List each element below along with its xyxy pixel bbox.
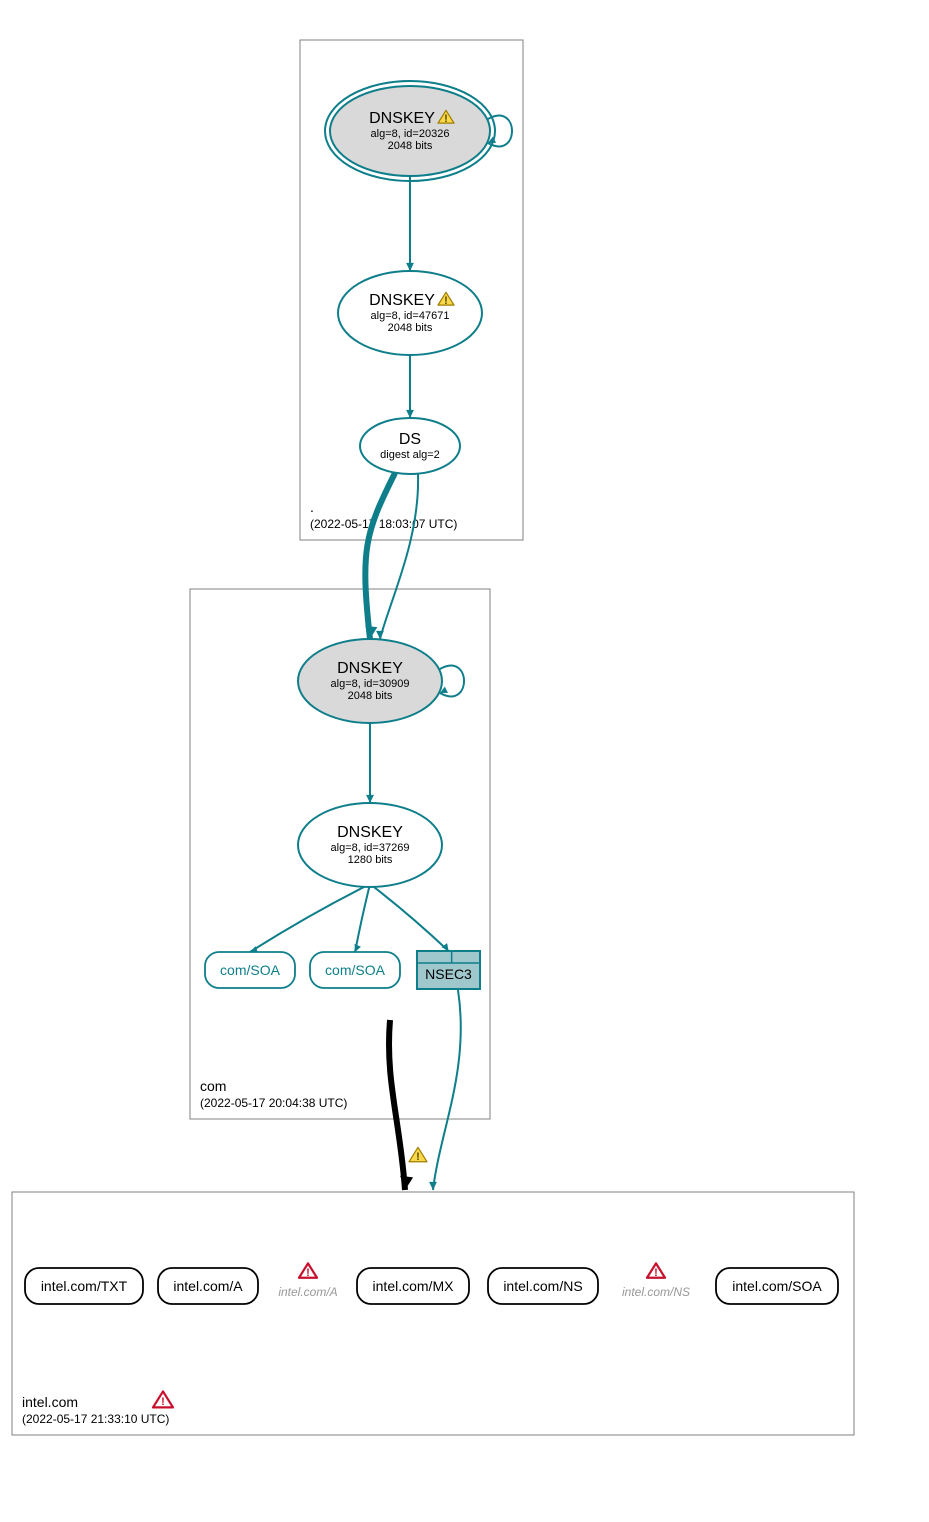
node-com_zsk-l2: alg=8, id=37269: [331, 842, 410, 854]
node-root_zsk-l2: alg=8, id=47671: [371, 310, 450, 322]
edge-comzsk-child: [370, 884, 449, 951]
nsec3-label: NSEC3: [425, 966, 472, 982]
svg-text:!: !: [444, 113, 448, 125]
zone-ts-com: (2022-05-17 20:04:38 UTC): [200, 1096, 347, 1110]
edge-com-to-intel-teal: [433, 990, 461, 1190]
rr-intel_soa-label: intel.com/SOA: [732, 1278, 822, 1294]
svg-text:!: !: [654, 1267, 658, 1279]
rr-com_soa1-label: com/SOA: [220, 962, 281, 978]
svg-text:!: !: [444, 295, 448, 307]
rr-intel_a-label: intel.com/A: [173, 1278, 243, 1294]
zone-ts-intel: (2022-05-17 21:33:10 UTC): [22, 1412, 169, 1426]
rr-intel_txt-label: intel.com/TXT: [41, 1278, 128, 1294]
node-com_ksk-l3: 2048 bits: [348, 690, 393, 702]
node-root_ksk-l2: alg=8, id=20326: [371, 128, 450, 140]
node-com_zsk-l3: 1280 bits: [348, 854, 393, 866]
node-root_zsk-title: DNSKEY: [369, 292, 435, 309]
zone-label-com: com: [200, 1078, 226, 1094]
node-com_ksk-title: DNSKEY: [337, 660, 403, 677]
rr-com_soa2-label: com/SOA: [325, 962, 386, 978]
node-root_ds-l2: digest alg=2: [380, 449, 440, 461]
node-com_zsk-title: DNSKEY: [337, 824, 403, 841]
zone-label-intel: intel.com: [22, 1394, 78, 1410]
node-root_ksk-l3: 2048 bits: [388, 140, 433, 152]
svg-text:!: !: [416, 1151, 420, 1163]
zone-ts-root: (2022-05-17 18:03:07 UTC): [310, 517, 457, 531]
err-intel_ns_err: intel.com/NS: [622, 1285, 690, 1299]
edge-comzsk-child: [355, 884, 370, 952]
edge-com-to-intel-black: [389, 1020, 405, 1190]
svg-text:!: !: [161, 1396, 165, 1408]
rr-intel_ns-label: intel.com/NS: [503, 1278, 582, 1294]
svg-text:!: !: [306, 1267, 310, 1279]
err-intel_a_err: intel.com/A: [278, 1285, 337, 1299]
node-root_ds-title: DS: [399, 431, 421, 448]
node-root_ksk-title: DNSKEY: [369, 110, 435, 127]
node-root_zsk-l3: 2048 bits: [388, 322, 433, 334]
rr-intel_mx-label: intel.com/MX: [373, 1278, 455, 1294]
edge-root-to-com: [365, 473, 395, 639]
node-com_ksk-l2: alg=8, id=30909: [331, 678, 410, 690]
zone-box-intel: [12, 1192, 854, 1435]
edge-comzsk-child: [250, 884, 370, 952]
zone-label-root: .: [310, 499, 314, 515]
